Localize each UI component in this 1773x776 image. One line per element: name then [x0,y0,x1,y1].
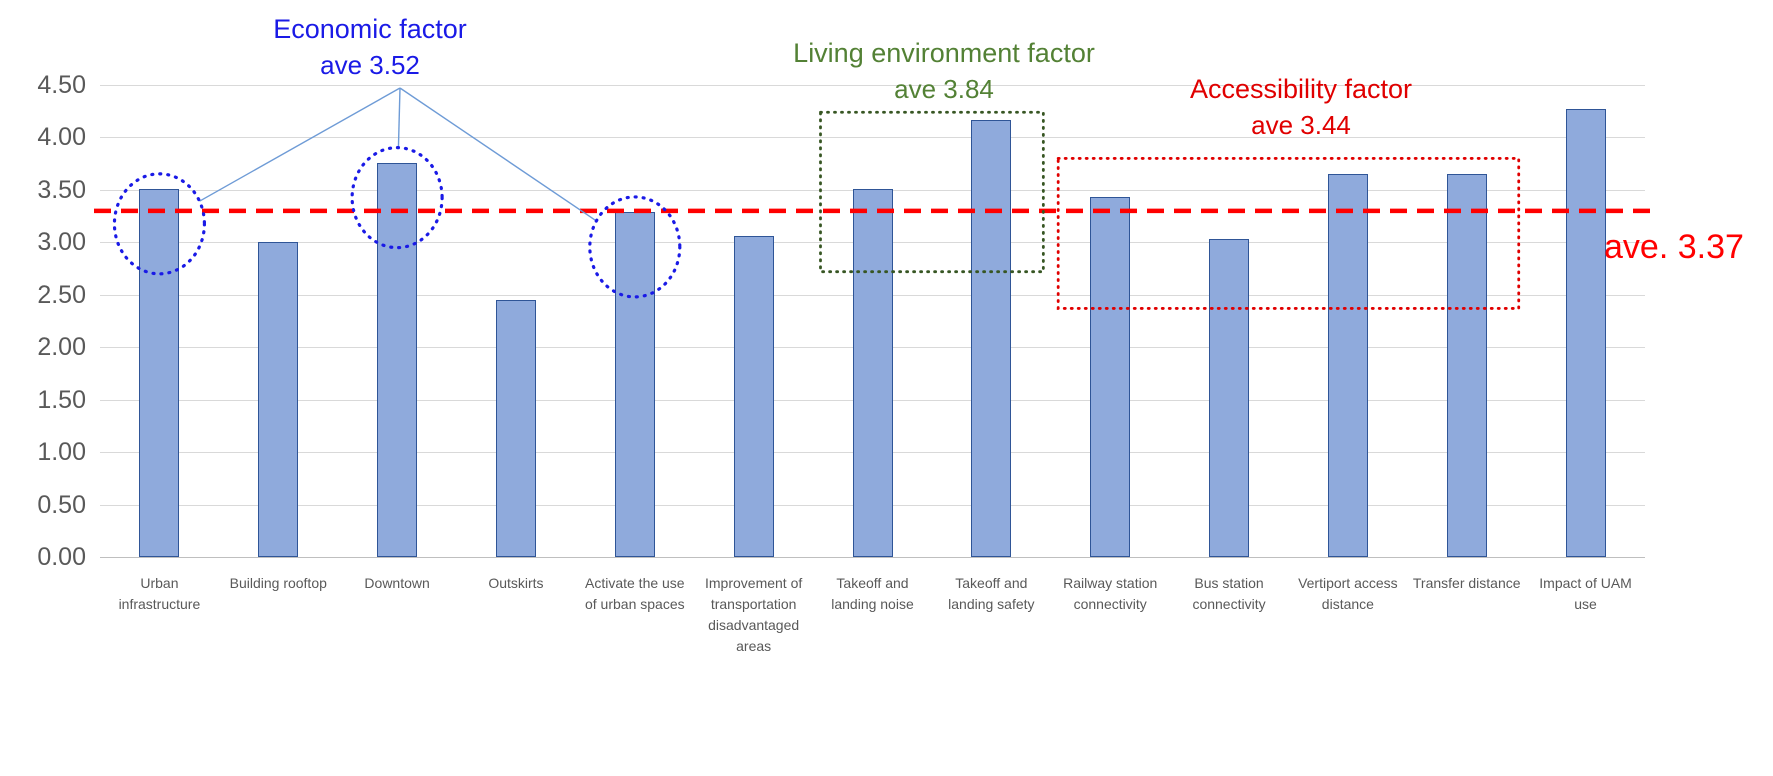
y-axis-tick-label: 4.50 [37,71,86,99]
overall-average-label: ave. 3.37 [1604,228,1744,266]
economic-factor-annotation: Economic factor ave 3.52 [225,12,515,82]
bar [258,242,299,557]
accessibility-factor-title: Accessibility factor [1189,74,1413,104]
y-axis-tick-label: 0.50 [37,490,86,519]
x-axis-category-label: Impact of UAM use [1539,575,1632,612]
y-axis-tick-label: 3.50 [37,175,86,204]
accessibility-factor-average: ave 3.44 [1251,109,1351,140]
living-environment-factor-annotation: Living environment factor ave 3.84 [768,36,1120,106]
bar [733,236,774,557]
bar [1090,197,1131,557]
x-axis-category-label: Outskirts [488,575,544,591]
bar [1209,239,1250,557]
y-axis-tick-label: 2.00 [37,333,86,362]
gridline [100,557,1645,558]
accessibility-factor-annotation: Accessibility factor ave 3.44 [1126,72,1476,142]
y-axis-tick-label: 1.00 [37,438,86,467]
y-axis-tick-label: 3.00 [37,228,86,257]
x-axis-category-label: Bus station connectivity [1192,575,1266,612]
economic-factor-title: Economic factor [273,14,467,44]
living-environment-factor-average: ave 3.84 [894,73,994,104]
x-axis-category-label: Downtown [364,575,430,591]
gridline [100,85,1645,86]
x-axis-category-label: Activate the use of urban spaces [584,575,685,612]
bar [852,188,893,557]
bar [1327,174,1368,557]
x-axis-category-label: Takeoff and landing noise [831,575,914,612]
y-axis-tick-label: 2.50 [37,280,86,309]
x-axis-category-label: Urban infrastructure [118,575,201,612]
x-axis-category-label: Vertiport access distance [1298,575,1398,612]
x-axis-category-label: Takeoff and landing safety [948,575,1035,612]
x-axis-category-label: Transfer distance [1412,575,1521,591]
economic-factor-average: ave 3.52 [320,49,420,80]
bar [614,211,655,557]
living-environment-factor-title: Living environment factor [793,38,1095,68]
y-axis-tick-label: 4.00 [37,123,86,152]
bar [495,300,536,557]
x-axis-category-label: Improvement of transportation disadvanta… [705,575,803,654]
y-axis-tick-label: 1.50 [37,385,86,414]
bar [377,162,418,557]
x-axis-category-label: Building rooftop [229,575,327,591]
bar [1446,174,1487,557]
bar [139,188,180,557]
bar [971,119,1012,557]
y-axis-tick-label: 0.00 [37,543,86,571]
bar [1565,109,1606,557]
x-axis-category-label: Railway station connectivity [1063,575,1158,612]
